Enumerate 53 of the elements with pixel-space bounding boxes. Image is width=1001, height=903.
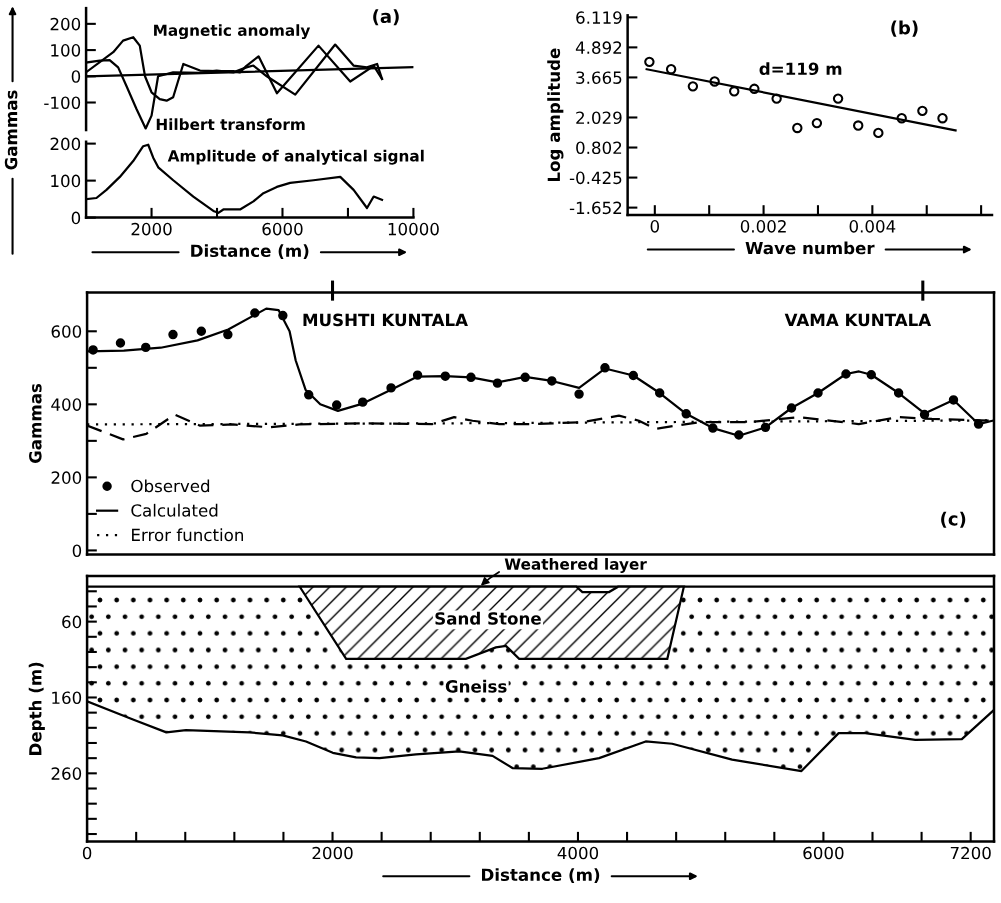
y-axis-title: Gammas	[29, 383, 42, 464]
y-tick-label: -0.425	[569, 171, 622, 185]
x-tick-label: 0	[82, 846, 92, 860]
y-tick-label: 200	[50, 137, 81, 151]
y-tick-label: 3.665	[576, 71, 622, 84]
text: (c)	[941, 511, 966, 528]
legend-label: Observed	[131, 479, 210, 493]
legend-label: Calculated	[131, 503, 218, 517]
y-tick-label: -100	[44, 96, 81, 110]
x-tick-label: 0	[650, 220, 660, 233]
y-tick-label: 600	[51, 325, 82, 338]
x-tick-label: 2000	[312, 846, 353, 860]
series-label: Hilbert transform	[156, 118, 305, 131]
ref-line-label: MUSHTI KUNTALA	[303, 313, 468, 327]
y-tick-label: 200	[51, 471, 82, 484]
legend-label: Error function	[132, 528, 243, 542]
annotation: Gneiss	[445, 679, 507, 693]
y-tick-label: 4.892	[575, 41, 622, 54]
x-tick-label: 0.002	[740, 220, 786, 233]
y-tick-label: -1.652	[569, 201, 622, 215]
y-axis-title: Log amplitude	[547, 48, 564, 182]
y-tick-label: 200	[50, 17, 81, 31]
x-axis-title: Distance (m)	[482, 868, 600, 883]
x-tick-label: 0.004	[849, 220, 896, 233]
y-axis-title: Depth (m)	[28, 662, 45, 755]
chart-title: (b)	[891, 20, 918, 37]
x-axis-title: Wave number	[745, 241, 875, 255]
x-tick-label: 7200	[950, 846, 991, 860]
x-tick-label: 6000	[262, 222, 303, 236]
series-label: Magnetic anomaly	[154, 24, 311, 40]
y-tick-label: 160	[52, 691, 82, 705]
x-tick-label: 6000	[803, 846, 844, 860]
y-tick-label: 0.802	[576, 141, 622, 155]
y-tick-label: 0	[72, 544, 82, 557]
y-tick-label: 0	[71, 70, 81, 83]
x-tick-label: 2000	[131, 222, 172, 236]
y-tick-label: 100	[51, 44, 81, 57]
y-tick-label: 2.029	[576, 111, 622, 125]
y-tick-label: 6.119	[576, 11, 622, 24]
y-tick-label: 400	[51, 398, 82, 411]
ref-line-label: VAMA KUNTALA	[784, 313, 932, 327]
y-tick-label: 100	[51, 174, 81, 188]
y-tick-label: 60	[62, 615, 82, 629]
annotation: d=119 m	[759, 62, 842, 76]
y-axis-title: Gammas	[4, 90, 18, 170]
chart-title: (a)	[373, 9, 399, 26]
y-tick-label: 260	[51, 767, 82, 780]
x-tick-label: 4000	[557, 846, 599, 860]
series-label: Amplitude of analytical signal	[167, 149, 424, 165]
annotation: Sand Stone	[435, 611, 541, 625]
x-axis-title: Distance (m)	[191, 244, 309, 260]
x-tick-label: 10000	[388, 222, 439, 236]
annotation: Weathered layer	[504, 558, 647, 573]
